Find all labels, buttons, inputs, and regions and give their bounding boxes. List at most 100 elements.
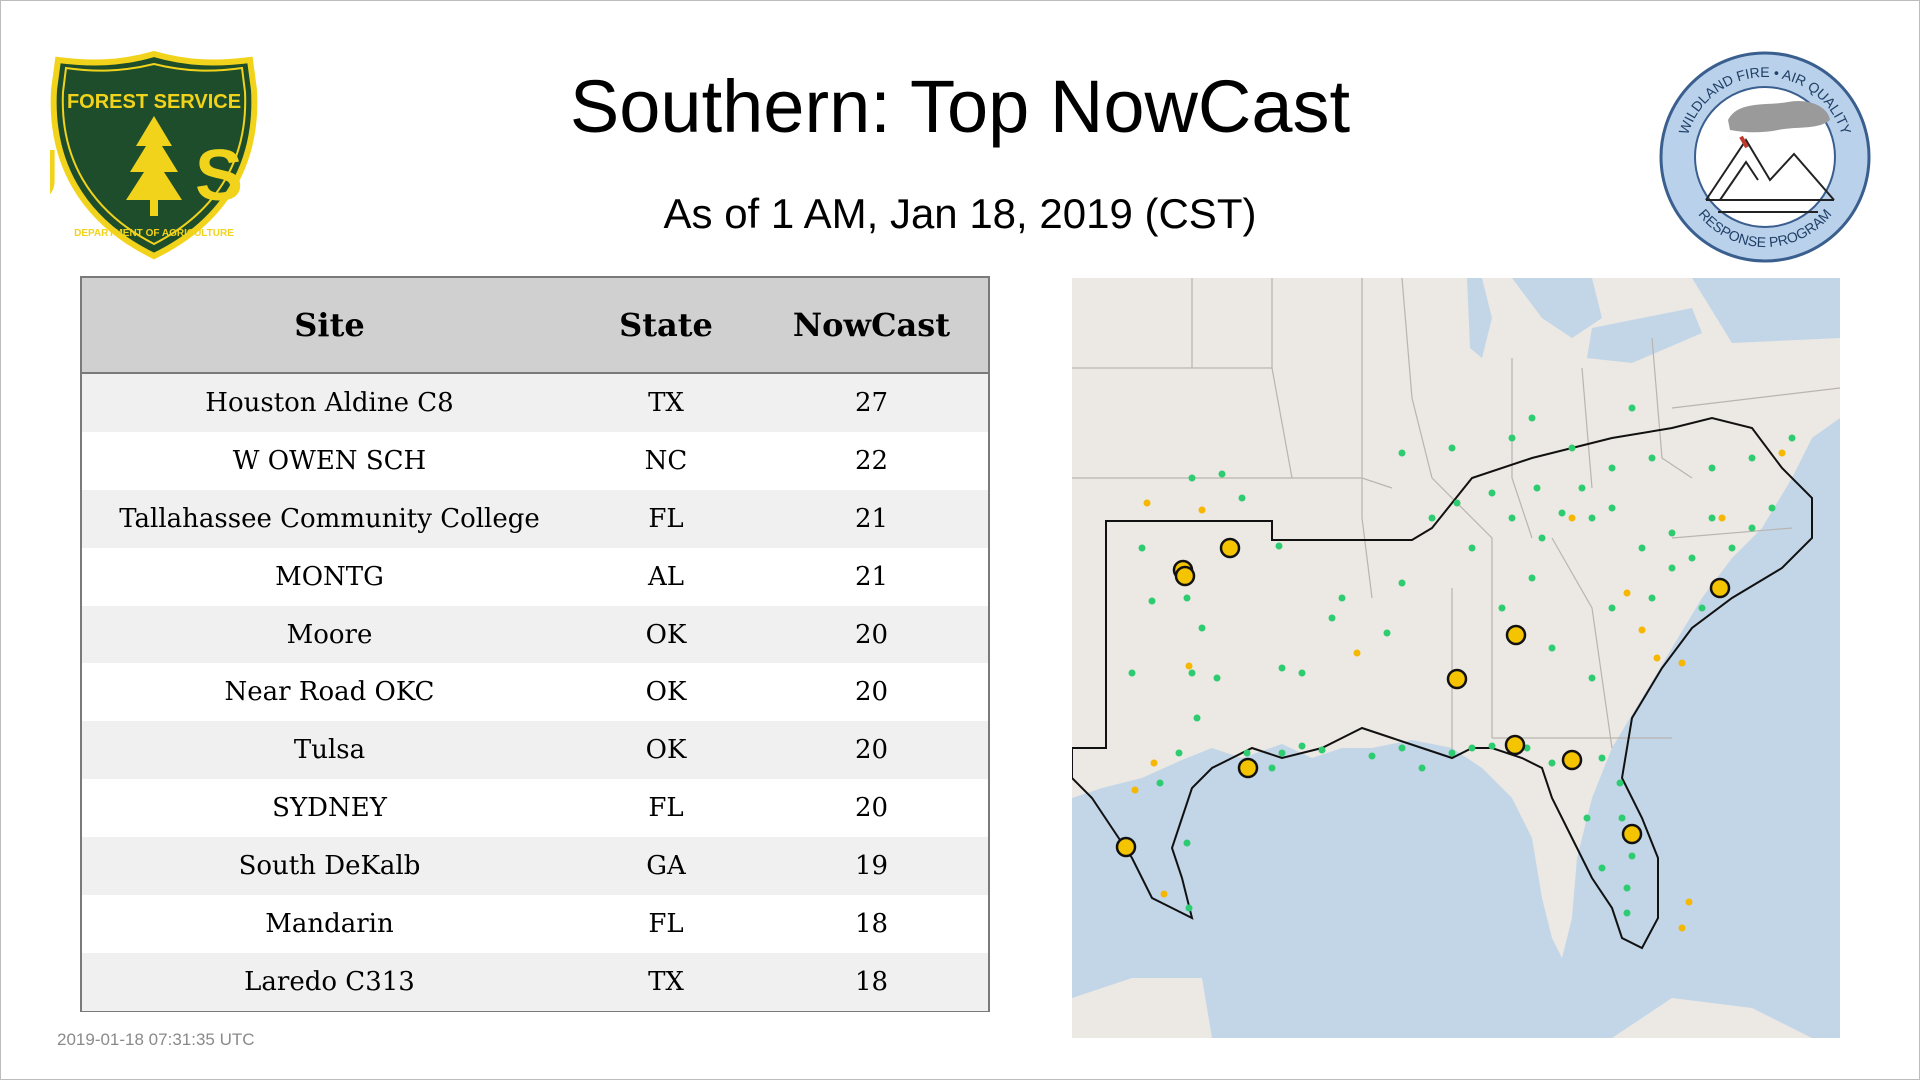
monitor-good	[1568, 444, 1576, 452]
cell-state: GA	[577, 837, 755, 896]
monitor-good	[1508, 434, 1516, 442]
monitor-good	[1183, 839, 1191, 847]
monitor-moderate	[1623, 589, 1631, 597]
cell-state: OK	[577, 663, 755, 722]
monitor-good	[1428, 514, 1436, 522]
lake-ontario	[1692, 278, 1840, 343]
cell-nowcast: 20	[755, 779, 988, 838]
cell-site: Near Road OKC	[82, 663, 577, 722]
table-row: W OWEN SCH NC 22	[82, 431, 988, 490]
monitor-good	[1278, 664, 1286, 672]
monitor-good	[1608, 504, 1616, 512]
monitor-good	[1638, 544, 1646, 552]
monitor-good	[1578, 484, 1586, 492]
monitor-good	[1468, 544, 1476, 552]
monitor-good	[1298, 669, 1306, 677]
monitor-good	[1616, 779, 1624, 787]
top-site-marker	[1115, 836, 1137, 858]
monitor-good	[1708, 464, 1716, 472]
monitor-moderate	[1638, 626, 1646, 634]
cuba-land	[1612, 998, 1812, 1038]
monitor-good	[1328, 614, 1336, 622]
monitor-good	[1623, 909, 1631, 917]
cell-state: FL	[577, 779, 755, 838]
table-row: Tulsa OK 20	[82, 721, 988, 780]
table-row: South DeKalb GA 19	[82, 837, 988, 896]
cell-nowcast: 21	[755, 547, 988, 606]
cell-site: MONTG	[82, 547, 577, 606]
monitor-good	[1318, 746, 1326, 754]
cell-nowcast: 27	[755, 373, 988, 432]
monitor-moderate	[1568, 514, 1576, 522]
monitor-good	[1193, 714, 1201, 722]
monitor-good	[1398, 449, 1406, 457]
top-site-marker	[1446, 668, 1468, 690]
monitor-good	[1548, 644, 1556, 652]
cell-site: Tallahassee Community College	[82, 489, 577, 548]
monitor-moderate	[1150, 759, 1158, 767]
generated-timestamp: 2019-01-18 07:31:35 UTC	[57, 1030, 255, 1049]
monitor-good	[1156, 779, 1164, 787]
monitor-good	[1648, 454, 1656, 462]
monitor-good	[1185, 904, 1193, 912]
monitor-good	[1368, 752, 1376, 760]
monitor-good	[1698, 604, 1706, 612]
monitor-good	[1398, 579, 1406, 587]
cell-site: Tulsa	[82, 721, 577, 780]
cell-site: South DeKalb	[82, 837, 577, 896]
monitor-good	[1598, 864, 1606, 872]
mountains-icon	[1705, 138, 1835, 213]
monitor-good	[1668, 529, 1676, 537]
monitor-good	[1588, 674, 1596, 682]
wildland-fire-logo: WILDLAND FIRE • AIR QUALITY RESPONSE PRO…	[1659, 51, 1871, 263]
top-site-marker	[1504, 734, 1526, 756]
pine-tree-icon	[126, 116, 182, 216]
cell-state: AL	[577, 547, 755, 606]
monitor-moderate	[1653, 654, 1661, 662]
monitor-good	[1558, 509, 1566, 517]
cell-nowcast: 20	[755, 663, 988, 722]
monitor-moderate	[1678, 924, 1686, 932]
monitor-good	[1448, 749, 1456, 757]
monitor-good	[1188, 669, 1196, 677]
monitor-moderate	[1678, 659, 1686, 667]
monitor-good	[1138, 544, 1146, 552]
table-row: Near Road OKC OK 20	[82, 663, 988, 722]
monitor-good	[1275, 542, 1283, 550]
lake-michigan	[1467, 278, 1492, 358]
forest-service-logo: FOREST SERVICE U S DEPARTMENT OF AGRICUL…	[50, 50, 258, 260]
cell-state: TX	[577, 373, 755, 432]
table-row: Tallahassee Community College FL 21	[82, 489, 988, 548]
cell-nowcast: 20	[755, 605, 988, 664]
monitor-good	[1243, 749, 1251, 757]
monitor-good	[1598, 754, 1606, 762]
monitor-good	[1148, 597, 1156, 605]
monitor-good	[1238, 494, 1246, 502]
monitor-good	[1278, 749, 1286, 757]
monitor-good	[1383, 629, 1391, 637]
nowcast-table: Site State NowCast Houston Aldine C8 TX …	[80, 276, 990, 1012]
monitor-good	[1213, 674, 1221, 682]
monitor-good	[1188, 474, 1196, 482]
table-row: Mandarin FL 18	[82, 895, 988, 953]
cell-site: Mandarin	[82, 895, 577, 953]
monitor-good	[1708, 514, 1716, 522]
monitor-good	[1608, 464, 1616, 472]
table-row: Moore OK 20	[82, 605, 988, 664]
monitor-good	[1728, 544, 1736, 552]
table-header-row: Site State NowCast	[82, 278, 988, 374]
monitor-good	[1628, 404, 1636, 412]
monitor-good	[1608, 604, 1616, 612]
monitor-moderate	[1131, 786, 1139, 794]
cell-nowcast: 19	[755, 837, 988, 896]
top-site-marker	[1219, 537, 1241, 559]
cell-state: NC	[577, 431, 755, 490]
region-map	[1072, 278, 1840, 1038]
lake-huron	[1512, 278, 1602, 338]
top-site-marker	[1621, 823, 1643, 845]
cell-state: FL	[577, 489, 755, 548]
monitor-good	[1668, 564, 1676, 572]
column-header-nowcast: NowCast	[755, 278, 988, 374]
monitor-good	[1528, 414, 1536, 422]
table-row: Houston Aldine C8 TX 27	[82, 373, 988, 432]
